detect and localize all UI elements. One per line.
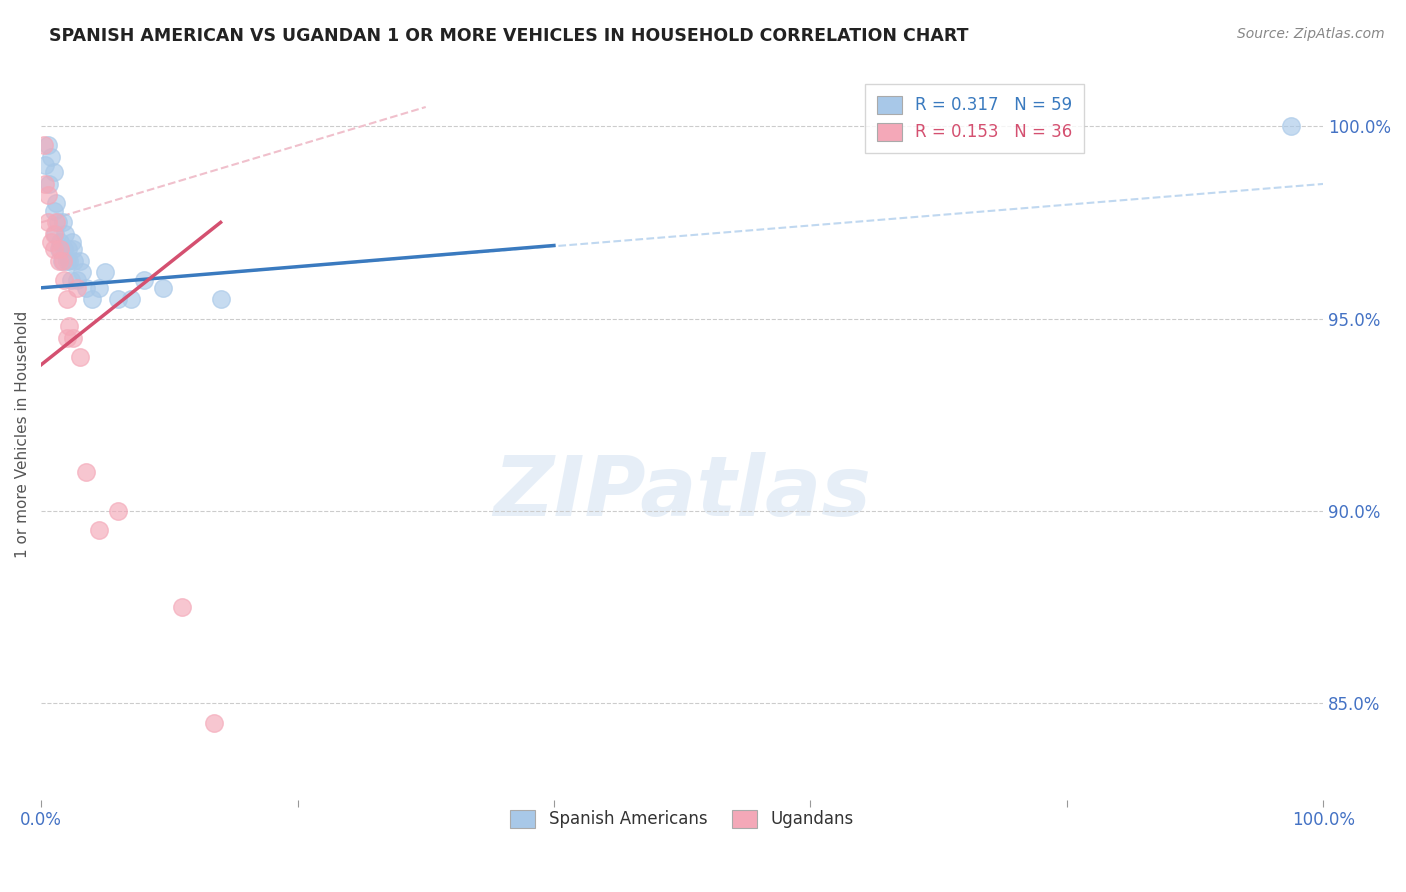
Point [46, 215, 69, 229]
Point [53, 243, 76, 257]
Point [82, 293, 104, 307]
Point [52, 253, 75, 268]
Text: SPANISH AMERICAN VS UGANDAN 1 OR MORE VEHICLES IN HOUSEHOLD CORRELATION CHART: SPANISH AMERICAN VS UGANDAN 1 OR MORE VE… [49, 27, 969, 45]
Point [49, 235, 72, 249]
Text: ZIPatlas: ZIPatlas [494, 452, 872, 533]
Point [49, 243, 72, 257]
Point [58, 319, 80, 334]
Point [42, 203, 65, 218]
Point [48, 253, 70, 268]
Point [37, 215, 59, 229]
Point [52, 215, 75, 229]
Point [45, 215, 67, 229]
Point [55, 331, 77, 345]
Text: Source: ZipAtlas.com: Source: ZipAtlas.com [1237, 27, 1385, 41]
Point [60, 235, 83, 249]
Point [172, 600, 194, 615]
Point [70, 265, 93, 279]
Point [63, 253, 86, 268]
Point [53, 273, 76, 287]
Point [38, 177, 60, 191]
Point [87, 523, 110, 537]
Point [37, 138, 59, 153]
Point [66, 273, 89, 287]
Y-axis label: 1 or more Vehicles in Household: 1 or more Vehicles in Household [15, 310, 30, 558]
Point [42, 227, 65, 241]
Point [94, 265, 117, 279]
Point [37, 188, 59, 202]
Point [209, 293, 232, 307]
Point [132, 273, 155, 287]
Point [56, 243, 79, 257]
Point [75, 281, 97, 295]
Point [1279, 120, 1302, 134]
Point [62, 331, 84, 345]
Point [107, 504, 129, 518]
Point [48, 243, 70, 257]
Point [42, 165, 65, 179]
Point [69, 350, 91, 364]
Point [51, 253, 73, 268]
Point [107, 293, 129, 307]
Point [59, 273, 82, 287]
Point [42, 243, 65, 257]
Point [87, 281, 110, 295]
Legend: Spanish Americans, Ugandans: Spanish Americans, Ugandans [503, 803, 860, 835]
Point [41, 235, 63, 249]
Point [202, 715, 225, 730]
Point [55, 227, 77, 241]
Point [120, 293, 142, 307]
Point [41, 150, 63, 164]
Point [62, 243, 84, 257]
Point [44, 227, 66, 241]
Point [32, 138, 55, 153]
Point [55, 293, 77, 307]
Point [34, 158, 56, 172]
Point [58, 253, 80, 268]
Point [34, 177, 56, 191]
Point [55, 253, 77, 268]
Point [69, 253, 91, 268]
Point [152, 281, 174, 295]
Point [66, 281, 89, 295]
Point [45, 196, 67, 211]
Point [75, 466, 97, 480]
